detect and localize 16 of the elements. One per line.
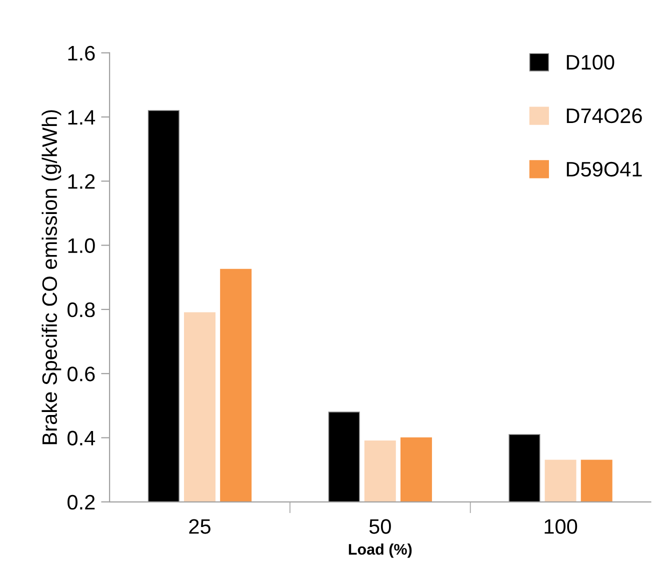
x-axis-title: Load (%) — [348, 544, 412, 558]
y-tick-label: 1.4 — [68, 110, 96, 125]
x-tick-label: 25 — [189, 519, 210, 534]
legend-label: D100 — [566, 54, 614, 70]
y-tick-label: 0.4 — [68, 430, 96, 446]
y-tick-label: 0.8 — [68, 302, 95, 318]
y-axis-title: Brake Specific CO emission (g/kWh) — [42, 110, 62, 444]
y-tick-label: 1.0 — [68, 238, 95, 254]
y-tick-label: 1.6 — [68, 46, 95, 61]
y-tick-label: 1.2 — [68, 174, 95, 189]
legend-label: D74O26 — [566, 108, 642, 124]
x-tick-label: 50 — [369, 519, 391, 534]
x-tick-label: 100 — [544, 519, 578, 534]
y-tick-label: 0.2 — [68, 494, 95, 510]
legend-label: D59O41 — [566, 162, 642, 177]
y-tick-label: 0.6 — [68, 366, 95, 382]
